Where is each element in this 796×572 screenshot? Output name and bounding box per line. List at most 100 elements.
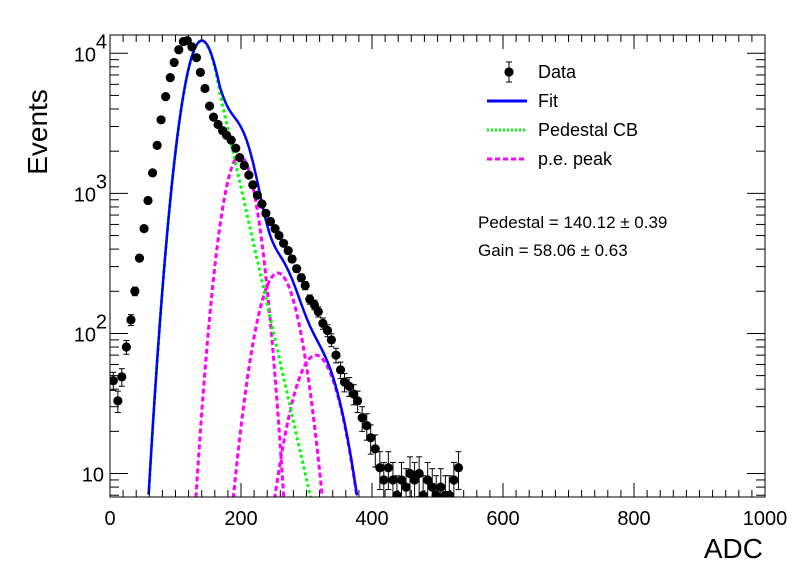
data-point xyxy=(126,314,136,327)
data-point xyxy=(331,347,341,364)
data-point xyxy=(326,333,336,348)
data-point xyxy=(418,475,428,497)
data-point xyxy=(130,286,140,297)
data-point xyxy=(248,180,258,190)
x-tick-label: 400 xyxy=(355,508,388,530)
svg-text:Data: Data xyxy=(538,62,577,82)
data-point xyxy=(449,461,459,497)
data-point xyxy=(283,246,293,256)
data-point xyxy=(344,376,354,397)
data-point xyxy=(121,340,131,355)
data-point xyxy=(287,254,297,264)
x-tick-label: 200 xyxy=(224,508,257,530)
x-tick-label: 1000 xyxy=(743,508,788,530)
data-point xyxy=(318,317,328,330)
y-tick-label: 103 xyxy=(74,171,107,206)
data-point xyxy=(335,361,346,380)
data-point xyxy=(265,216,276,227)
data-point xyxy=(161,92,171,102)
svg-text:p.e. peak: p.e. peak xyxy=(538,149,613,169)
data-point xyxy=(174,45,184,55)
data-point xyxy=(200,83,210,94)
data-point xyxy=(431,475,441,497)
data-point xyxy=(165,73,175,83)
data-point xyxy=(204,101,215,111)
data-point xyxy=(244,170,254,180)
data-point xyxy=(427,468,437,497)
svg-text:10: 10 xyxy=(74,184,96,206)
data-point xyxy=(139,224,149,234)
data-point xyxy=(261,208,271,218)
data-point xyxy=(270,224,280,234)
y-axis-title: Events xyxy=(22,89,53,175)
svg-text:Pedestal CB: Pedestal CB xyxy=(538,120,638,140)
legend-entry-fit: Fit xyxy=(487,91,558,111)
data-point xyxy=(231,143,241,153)
data-point xyxy=(191,53,202,63)
data-point xyxy=(436,468,446,497)
data-point xyxy=(401,468,411,497)
x-tick-label: 800 xyxy=(617,508,650,530)
data-point xyxy=(375,451,385,491)
data-point xyxy=(388,461,398,497)
data-point xyxy=(252,190,262,200)
fit-curve xyxy=(147,39,359,496)
data-point xyxy=(235,152,245,163)
data-point xyxy=(143,195,153,206)
data-point xyxy=(117,368,127,387)
data-point xyxy=(352,390,363,414)
legend-entry-pedestal-cb: Pedestal CB xyxy=(487,120,638,140)
x-tick-label: 0 xyxy=(104,508,115,530)
data-point xyxy=(357,406,367,432)
data-point xyxy=(313,306,323,318)
data-point xyxy=(366,424,376,455)
data-point xyxy=(423,461,433,497)
svg-text:Fit: Fit xyxy=(538,91,558,111)
data-point xyxy=(208,112,219,122)
fit-annotation-2: Gain = 58.06 ± 0.63 xyxy=(478,241,628,260)
svg-text:10: 10 xyxy=(82,465,104,487)
svg-text:3: 3 xyxy=(96,171,107,193)
data-point xyxy=(383,451,393,491)
legend: Data Fit Pedestal CB p.e. peak xyxy=(487,61,638,169)
fit-annotation-1: Pedestal = 140.12 ± 0.39 xyxy=(478,213,667,232)
data-point xyxy=(113,390,123,414)
data-point xyxy=(226,135,236,145)
legend-entry-data: Data xyxy=(504,61,577,83)
x-axis-title: ADC xyxy=(704,533,763,564)
svg-text:4: 4 xyxy=(96,31,107,53)
data-point xyxy=(169,57,179,68)
data-point xyxy=(322,324,333,338)
data-point xyxy=(396,461,407,497)
data-point xyxy=(147,168,158,178)
data-point xyxy=(156,115,166,125)
data-point xyxy=(274,230,284,241)
data-point xyxy=(152,140,162,150)
data-point xyxy=(278,238,289,248)
data-point xyxy=(392,475,402,497)
axes-frame xyxy=(109,34,766,498)
data-point xyxy=(379,461,389,497)
fit-annotations: Pedestal = 140.12 ± 0.39 Gain = 58.06 ± 0… xyxy=(478,213,667,260)
svg-text:10: 10 xyxy=(74,324,96,346)
y-tick-label: 102 xyxy=(74,311,107,346)
legend-entry-p-e-peak: p.e. peak xyxy=(487,149,613,169)
data-point xyxy=(239,160,249,171)
data-point xyxy=(409,461,420,497)
plot-area xyxy=(110,36,464,497)
data-point xyxy=(296,273,306,283)
data-point xyxy=(187,42,197,52)
data-point xyxy=(292,264,302,274)
svg-text:2: 2 xyxy=(96,311,107,333)
y-tick-label: 104 xyxy=(74,31,107,66)
pe-peak-curve-2 xyxy=(231,271,324,497)
data-point xyxy=(257,199,267,209)
data-point xyxy=(300,280,310,291)
y-tick-label: 10 xyxy=(82,465,104,487)
x-tick-label: 600 xyxy=(486,508,519,530)
data-point xyxy=(134,253,145,263)
data-point xyxy=(453,451,464,491)
data-point xyxy=(370,434,380,468)
